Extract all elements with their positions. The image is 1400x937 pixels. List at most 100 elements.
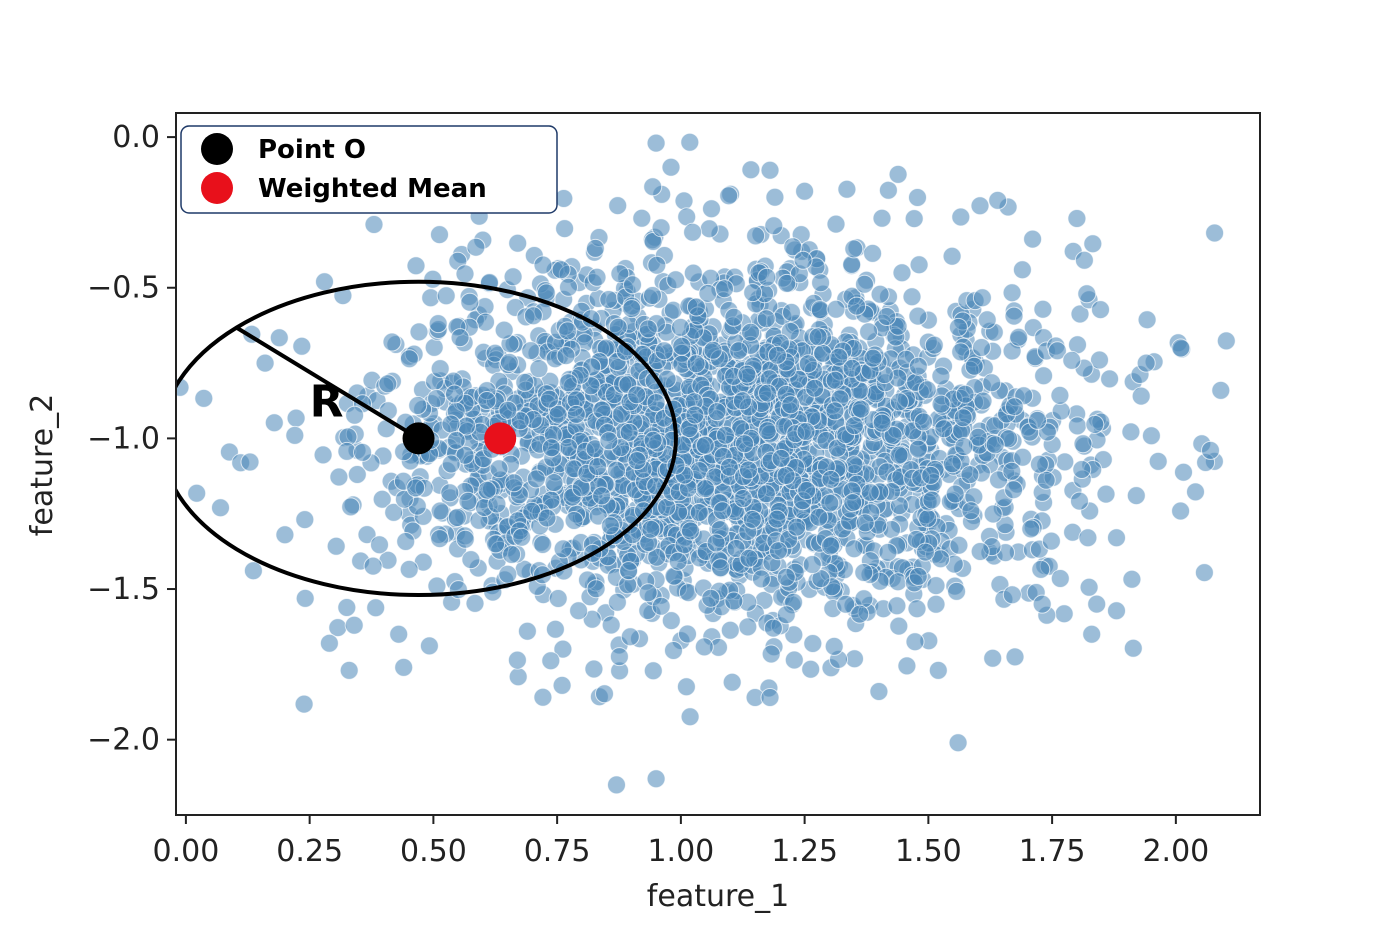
data-point: [541, 651, 561, 671]
data-point: [1047, 341, 1067, 361]
data-point: [295, 588, 315, 608]
data-point: [450, 328, 470, 348]
data-point: [915, 542, 935, 562]
data-point: [683, 263, 703, 283]
data-point: [908, 188, 927, 207]
data-point: [860, 483, 880, 502]
data-point: [502, 545, 522, 564]
data-point: [825, 401, 845, 421]
data-point: [719, 457, 739, 477]
data-point: [756, 484, 776, 504]
data-point: [761, 644, 781, 664]
data-point: [787, 517, 807, 537]
data-point: [961, 501, 981, 521]
data-point: [1122, 569, 1142, 589]
data-point: [345, 405, 365, 425]
data-point: [1055, 452, 1075, 472]
data-point: [1126, 486, 1146, 506]
data-point: [600, 516, 620, 536]
data-point: [892, 263, 912, 283]
data-point: [533, 255, 553, 275]
data-point: [275, 525, 295, 545]
data-point: [646, 769, 666, 789]
data-point: [931, 366, 951, 386]
data-point: [445, 384, 464, 404]
data-point: [869, 682, 889, 701]
data-point: [889, 392, 909, 412]
data-point: [541, 438, 561, 458]
data-point: [292, 336, 312, 356]
data-point: [599, 431, 619, 451]
data-point: [1070, 304, 1090, 324]
legend-marker: [201, 172, 233, 204]
data-point: [837, 179, 857, 199]
data-point: [607, 460, 626, 480]
data-point: [1107, 601, 1126, 621]
data-point: [689, 503, 709, 522]
data-point: [552, 675, 572, 695]
data-point: [776, 605, 796, 625]
data-point: [585, 238, 605, 258]
data-point: [847, 296, 867, 316]
data-point: [533, 687, 553, 707]
highlight-point: [484, 422, 517, 455]
data-point: [972, 338, 991, 357]
data-point: [738, 617, 758, 637]
data-point: [441, 454, 461, 474]
data-point: [768, 541, 788, 561]
data-point: [517, 621, 537, 641]
data-point: [423, 269, 443, 289]
data-point: [632, 208, 652, 228]
data-point: [498, 564, 518, 584]
data-point: [771, 448, 791, 468]
data-point: [716, 425, 735, 445]
data-point: [1174, 462, 1193, 482]
data-point: [821, 536, 840, 556]
data-point: [427, 576, 447, 596]
data-point: [619, 561, 639, 581]
neighborhood-circle: [176, 279, 678, 598]
y-tick-label: −1.0: [87, 421, 160, 456]
legend-label: Point O: [258, 135, 366, 165]
data-point: [1002, 461, 1022, 481]
data-point: [623, 275, 642, 295]
data-point: [872, 413, 892, 433]
data-point: [588, 457, 608, 477]
data-point: [970, 196, 990, 216]
data-point: [1205, 223, 1225, 243]
data-point: [627, 385, 647, 405]
data-point: [1201, 440, 1220, 460]
data-point: [428, 314, 448, 334]
data-point: [988, 190, 1008, 210]
data-point: [1012, 260, 1032, 280]
data-point: [337, 598, 357, 617]
data-point: [743, 283, 763, 303]
data-point: [949, 535, 969, 555]
data-point: [1082, 624, 1102, 644]
data-point: [1194, 563, 1214, 583]
data-point: [1002, 283, 1022, 303]
data-point: [863, 243, 883, 263]
data-point: [948, 317, 968, 337]
data-point: [627, 451, 647, 471]
data-point: [1004, 480, 1024, 500]
data-point: [674, 191, 694, 211]
data-point: [732, 391, 752, 411]
data-point: [739, 548, 759, 568]
data-point: [820, 493, 840, 513]
data-point: [430, 501, 450, 521]
data-point: [533, 535, 553, 554]
data-point: [902, 287, 922, 307]
data-point: [983, 648, 1003, 668]
data-point: [586, 579, 606, 599]
data-point: [724, 307, 744, 327]
data-point: [1050, 569, 1070, 588]
data-point: [341, 497, 361, 517]
data-point: [757, 421, 777, 441]
data-point: [850, 604, 870, 624]
data-point: [643, 661, 663, 681]
data-point: [758, 383, 777, 403]
data-point: [619, 422, 639, 442]
data-point: [595, 684, 614, 704]
data-point: [918, 509, 938, 528]
